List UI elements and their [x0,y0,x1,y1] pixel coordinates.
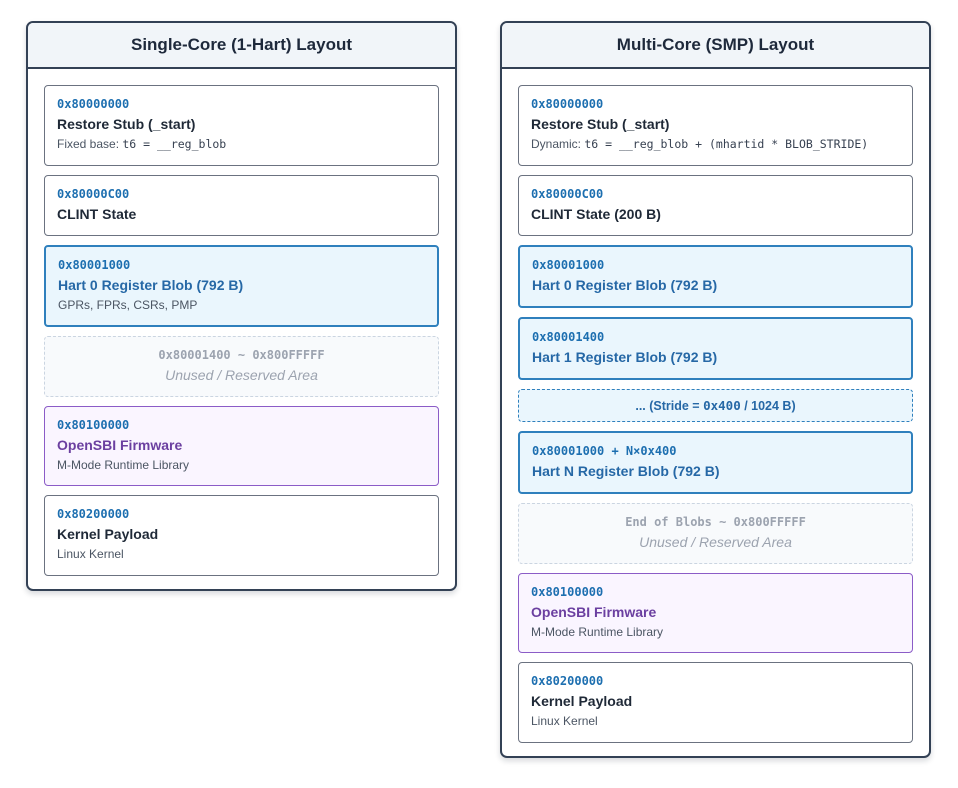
restore-stub-note-prefix: Fixed base: [57,137,123,151]
stride-value: 0x400 [703,398,741,413]
hart-n-title: Hart N Register Blob (792 B) [532,463,720,479]
opensbi-note: M-Mode Runtime Library [57,458,190,472]
hart-0-register-blob-block: 0x80001000 Hart 0 Register Blob (792 B) … [44,245,439,327]
kernel-title: Kernel Payload [57,526,159,542]
hart-0-address: 0x80001000 [532,258,605,272]
multi-core-panel-title: Multi-Core (SMP) Layout [502,23,929,69]
hart-1-title: Hart 1 Register Blob (792 B) [532,349,718,365]
unused-reserved-block: End of Blobs ~ 0x800FFFFF Unused / Reser… [518,503,913,564]
unused-label: Unused / Reserved Area [639,534,792,550]
hart-0-title: Hart 0 Register Blob (792 B) [58,277,244,293]
kernel-note: Linux Kernel [57,547,124,561]
unused-address-range: End of Blobs ~ 0x800FFFFF [625,515,806,529]
kernel-payload-block: 0x80200000 Kernel Payload Linux Kernel [44,495,439,576]
opensbi-address: 0x80100000 [531,585,604,599]
opensbi-note: M-Mode Runtime Library [531,625,664,639]
restore-stub-title: Restore Stub (_start) [531,116,670,132]
kernel-address: 0x80200000 [531,674,604,688]
stride-prefix: ... (Stride = [635,399,704,413]
hart-1-address: 0x80001400 [532,330,605,344]
clint-state-block: 0x80000C00 CLINT State (200 B) [518,175,913,236]
opensbi-firmware-block: 0x80100000 OpenSBI Firmware M-Mode Runti… [44,406,439,486]
restore-stub-block: 0x80000000 Restore Stub (_start) Dynamic… [518,85,913,166]
opensbi-title: OpenSBI Firmware [531,604,657,620]
opensbi-firmware-block: 0x80100000 OpenSBI Firmware M-Mode Runti… [518,573,913,653]
restore-stub-title: Restore Stub (_start) [57,116,196,132]
clint-state-address: 0x80000C00 [531,187,604,201]
multi-core-layout-panel: Multi-Core (SMP) Layout 0x80000000 Resto… [500,21,931,758]
restore-stub-note-code: t6 = __reg_blob [122,137,227,151]
clint-state-block: 0x80000C00 CLINT State [44,175,439,236]
stride-label: ... (Stride = 0x400 / 1024 B) [635,398,795,413]
restore-stub-note-prefix: Dynamic: [531,137,585,151]
kernel-title: Kernel Payload [531,693,633,709]
hart-0-contents: GPRs, FPRs, CSRs, PMP [58,298,198,312]
restore-stub-note: Fixed base: t6 = __reg_blob [57,136,426,152]
hart-n-address: 0x80001000 + N×0x400 [532,444,677,458]
restore-stub-block: 0x80000000 Restore Stub (_start) Fixed b… [44,85,439,166]
hart-1-register-blob-block: 0x80001400 Hart 1 Register Blob (792 B) [518,317,913,380]
unused-reserved-block: 0x80001400 ~ 0x800FFFFF Unused / Reserve… [44,336,439,397]
kernel-note: Linux Kernel [531,714,598,728]
single-core-memory-map: 0x80000000 Restore Stub (_start) Fixed b… [28,69,455,576]
single-core-panel-title: Single-Core (1-Hart) Layout [28,23,455,69]
multi-core-memory-map: 0x80000000 Restore Stub (_start) Dynamic… [502,69,929,743]
stride-suffix: / 1024 B) [740,399,796,413]
kernel-address: 0x80200000 [57,507,130,521]
hart-0-address: 0x80001000 [58,258,131,272]
single-core-layout-panel: Single-Core (1-Hart) Layout 0x80000000 R… [26,21,457,591]
hart-n-register-blob-block: 0x80001000 + N×0x400 Hart N Register Blo… [518,431,913,494]
unused-label: Unused / Reserved Area [165,367,318,383]
opensbi-address: 0x80100000 [57,418,130,432]
restore-stub-address: 0x80000000 [531,97,604,111]
clint-state-title: CLINT State (200 B) [531,206,661,222]
restore-stub-note: Dynamic: t6 = __reg_blob + (mhartid * BL… [531,136,900,152]
restore-stub-address: 0x80000000 [57,97,130,111]
clint-state-title: CLINT State [57,206,137,222]
unused-address-range: 0x80001400 ~ 0x800FFFFF [158,348,325,362]
hart-0-register-blob-block: 0x80001000 Hart 0 Register Blob (792 B) [518,245,913,308]
restore-stub-note-code: t6 = __reg_blob + (mhartid * BLOB_STRIDE… [584,137,869,151]
opensbi-title: OpenSBI Firmware [57,437,183,453]
clint-state-address: 0x80000C00 [57,187,130,201]
kernel-payload-block: 0x80200000 Kernel Payload Linux Kernel [518,662,913,743]
hart-0-title: Hart 0 Register Blob (792 B) [532,277,718,293]
stride-indicator: ... (Stride = 0x400 / 1024 B) [518,389,913,422]
